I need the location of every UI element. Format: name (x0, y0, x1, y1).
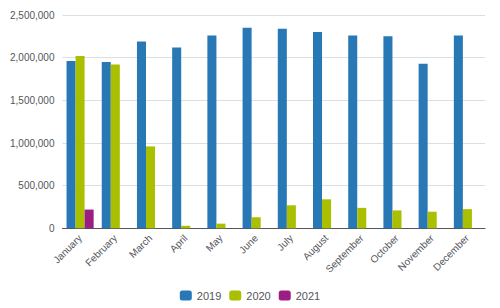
svg-text:January: January (51, 232, 84, 265)
svg-text:May: May (204, 232, 225, 253)
svg-text:500,000: 500,000 (18, 180, 55, 191)
svg-text:November: November (396, 232, 437, 273)
svg-text:1,500,000: 1,500,000 (10, 95, 55, 106)
svg-text:2020: 2020 (246, 290, 270, 302)
svg-text:0: 0 (49, 223, 55, 234)
svg-text:2019: 2019 (197, 290, 221, 302)
svg-text:April: April (168, 232, 190, 254)
svg-text:August: August (301, 232, 331, 262)
svg-text:March: March (127, 232, 154, 259)
svg-text:September: September (323, 232, 366, 275)
svg-text:2,000,000: 2,000,000 (10, 52, 55, 63)
svg-text:October: October (368, 232, 401, 265)
svg-text:June: June (237, 232, 260, 255)
svg-text:July: July (275, 232, 295, 252)
svg-text:February: February (83, 232, 119, 268)
svg-text:2021: 2021 (296, 290, 320, 302)
svg-text:2,500,000: 2,500,000 (10, 10, 55, 21)
svg-text:December: December (431, 232, 472, 273)
svg-text:1,000,000: 1,000,000 (10, 138, 55, 149)
